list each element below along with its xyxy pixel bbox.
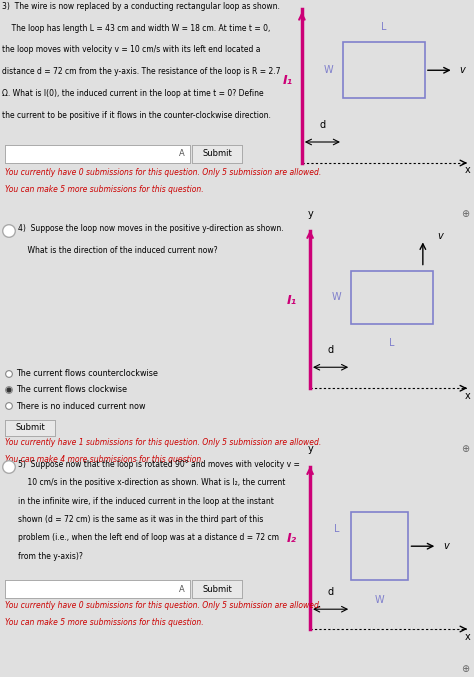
Text: x: x <box>464 632 470 642</box>
Circle shape <box>6 387 12 393</box>
Circle shape <box>3 225 15 238</box>
Text: ⊕: ⊕ <box>461 209 469 219</box>
Text: The current flows counterclockwise: The current flows counterclockwise <box>16 370 158 378</box>
Text: What is the direction of the induced current now?: What is the direction of the induced cur… <box>18 246 218 255</box>
Text: 4)  Suppose the loop now moves in the positive y-direction as shown.: 4) Suppose the loop now moves in the pos… <box>18 224 283 233</box>
Text: d: d <box>328 345 334 355</box>
Text: v: v <box>437 231 443 241</box>
Text: Ω. What is I(0), the induced current in the loop at time t = 0? Define: Ω. What is I(0), the induced current in … <box>2 89 264 98</box>
Text: y: y <box>307 209 313 219</box>
Circle shape <box>6 370 12 377</box>
Text: v: v <box>460 65 465 75</box>
Circle shape <box>6 403 12 410</box>
Text: Submit: Submit <box>15 424 45 433</box>
Text: x: x <box>464 165 470 175</box>
Text: W: W <box>332 292 342 302</box>
Text: y: y <box>307 444 313 454</box>
Text: from the y-axis)?: from the y-axis)? <box>18 552 83 561</box>
Bar <box>351 512 409 580</box>
Text: There is no induced current now: There is no induced current now <box>16 401 146 410</box>
Circle shape <box>3 461 15 473</box>
Text: problem (i.e., when the left end of loop was at a distance d = 72 cm: problem (i.e., when the left end of loop… <box>18 533 279 542</box>
Bar <box>343 42 425 98</box>
Text: in the infinite wire, if the induced current in the loop at the instant: in the infinite wire, if the induced cur… <box>18 497 274 506</box>
Text: The loop has length L = 43 cm and width W = 18 cm. At time t = 0,: The loop has length L = 43 cm and width … <box>2 24 270 32</box>
Text: I₁: I₁ <box>283 74 292 87</box>
Text: W: W <box>324 65 333 75</box>
Text: Submit: Submit <box>202 584 232 594</box>
Text: x: x <box>464 391 470 401</box>
Text: shown (d = 72 cm) is the same as it was in the third part of this: shown (d = 72 cm) is the same as it was … <box>18 515 264 524</box>
Bar <box>351 271 433 324</box>
Text: You currently have 0 submissions for this question. Only 5 submission are allowe: You currently have 0 submissions for thi… <box>5 169 321 177</box>
Text: 10 cm/s in the positive x-direction as shown. What is I₂, the current: 10 cm/s in the positive x-direction as s… <box>18 479 285 487</box>
Text: W: W <box>375 595 384 605</box>
Text: You can make 5 more submissions for this question.: You can make 5 more submissions for this… <box>5 618 204 627</box>
Text: You can make 4 more submissions for this question.: You can make 4 more submissions for this… <box>5 455 204 464</box>
Text: 3)  The wire is now replaced by a conducting rectangular loop as shown.: 3) The wire is now replaced by a conduct… <box>2 2 280 11</box>
Text: I₁: I₁ <box>287 294 297 307</box>
Text: ⊕: ⊕ <box>461 443 469 454</box>
Text: the current to be positive if it flows in the counter-clockwise direction.: the current to be positive if it flows i… <box>2 110 271 120</box>
Text: L: L <box>334 524 339 534</box>
Text: A: A <box>179 584 184 594</box>
Text: Submit: Submit <box>202 150 232 158</box>
Text: d: d <box>328 586 334 596</box>
Text: You currently have 0 submissions for this question. Only 5 submission are allowe: You currently have 0 submissions for thi… <box>5 601 321 611</box>
Text: ⊕: ⊕ <box>461 663 469 674</box>
Text: You can make 5 more submissions for this question.: You can make 5 more submissions for this… <box>5 185 204 194</box>
Text: d: d <box>319 120 326 130</box>
Text: The current flows clockwise: The current flows clockwise <box>16 385 127 395</box>
Text: I₂: I₂ <box>287 533 297 546</box>
Text: distance d = 72 cm from the y-axis. The resistance of the loop is R = 2.7: distance d = 72 cm from the y-axis. The … <box>2 67 281 76</box>
Text: v: v <box>443 541 449 551</box>
Text: the loop moves with velocity v = 10 cm/s with its left end located a: the loop moves with velocity v = 10 cm/s… <box>2 45 261 54</box>
Text: L: L <box>389 338 395 347</box>
Circle shape <box>7 388 11 392</box>
Text: You currently have 1 submissions for this question. Only 5 submission are allowe: You currently have 1 submissions for thi… <box>5 439 321 447</box>
Text: 5)  Suppose now that the loop is rotated 90° and moves with velocity v =: 5) Suppose now that the loop is rotated … <box>18 460 300 469</box>
Text: L: L <box>381 22 387 32</box>
Text: A: A <box>179 150 184 158</box>
